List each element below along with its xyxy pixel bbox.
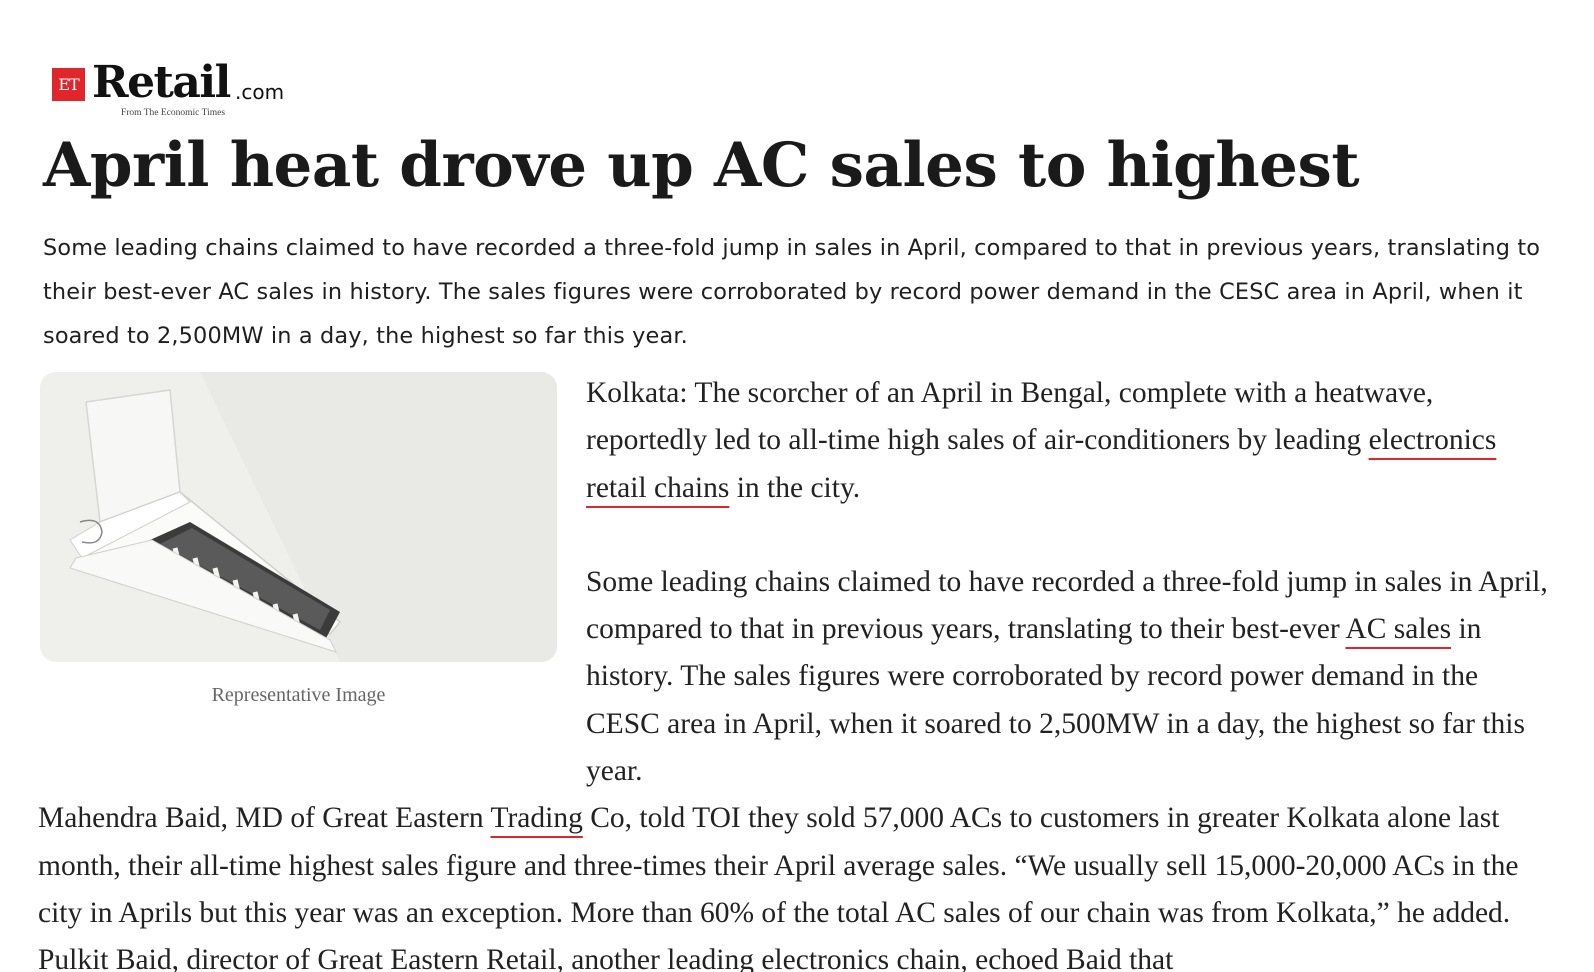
article-body: Kolkata: The scorcher of an April in Ben…	[38, 370, 1558, 972]
logo-tagline: From The Economic Times	[120, 108, 226, 118]
article-summary: Some leading chains claimed to have reco…	[43, 235, 1541, 349]
logo-domain-suffix: .com	[235, 80, 285, 104]
body-paragraph-2: Some leading chains claimed to have reco…	[586, 565, 1548, 788]
article-headline: April heat drove up AC sales to highest	[43, 130, 1360, 201]
article-figure: Representative Image	[40, 372, 557, 707]
keyword-link-trading[interactable]: Trading	[490, 802, 583, 835]
logo-wordmark: Retail	[92, 57, 231, 108]
etretail-logo[interactable]: ET Retail .com From The Economic Times	[50, 57, 290, 122]
et-badge: ET	[52, 68, 85, 101]
air-conditioner-image	[40, 372, 557, 662]
figure-spacer	[38, 370, 586, 750]
body-paragraph-3: Mahendra Baid, MD of Great Eastern Tradi…	[38, 802, 1519, 972]
body-paragraph-1: Kolkata: The scorcher of an April in Ben…	[586, 377, 1497, 504]
keyword-link-ac-sales[interactable]: AC sales	[1345, 613, 1452, 646]
image-caption: Representative Image	[211, 684, 386, 706]
keyword-link-retail-chains[interactable]: retail chains	[586, 471, 730, 504]
keyword-link-electronics[interactable]: electronics	[1368, 424, 1497, 457]
